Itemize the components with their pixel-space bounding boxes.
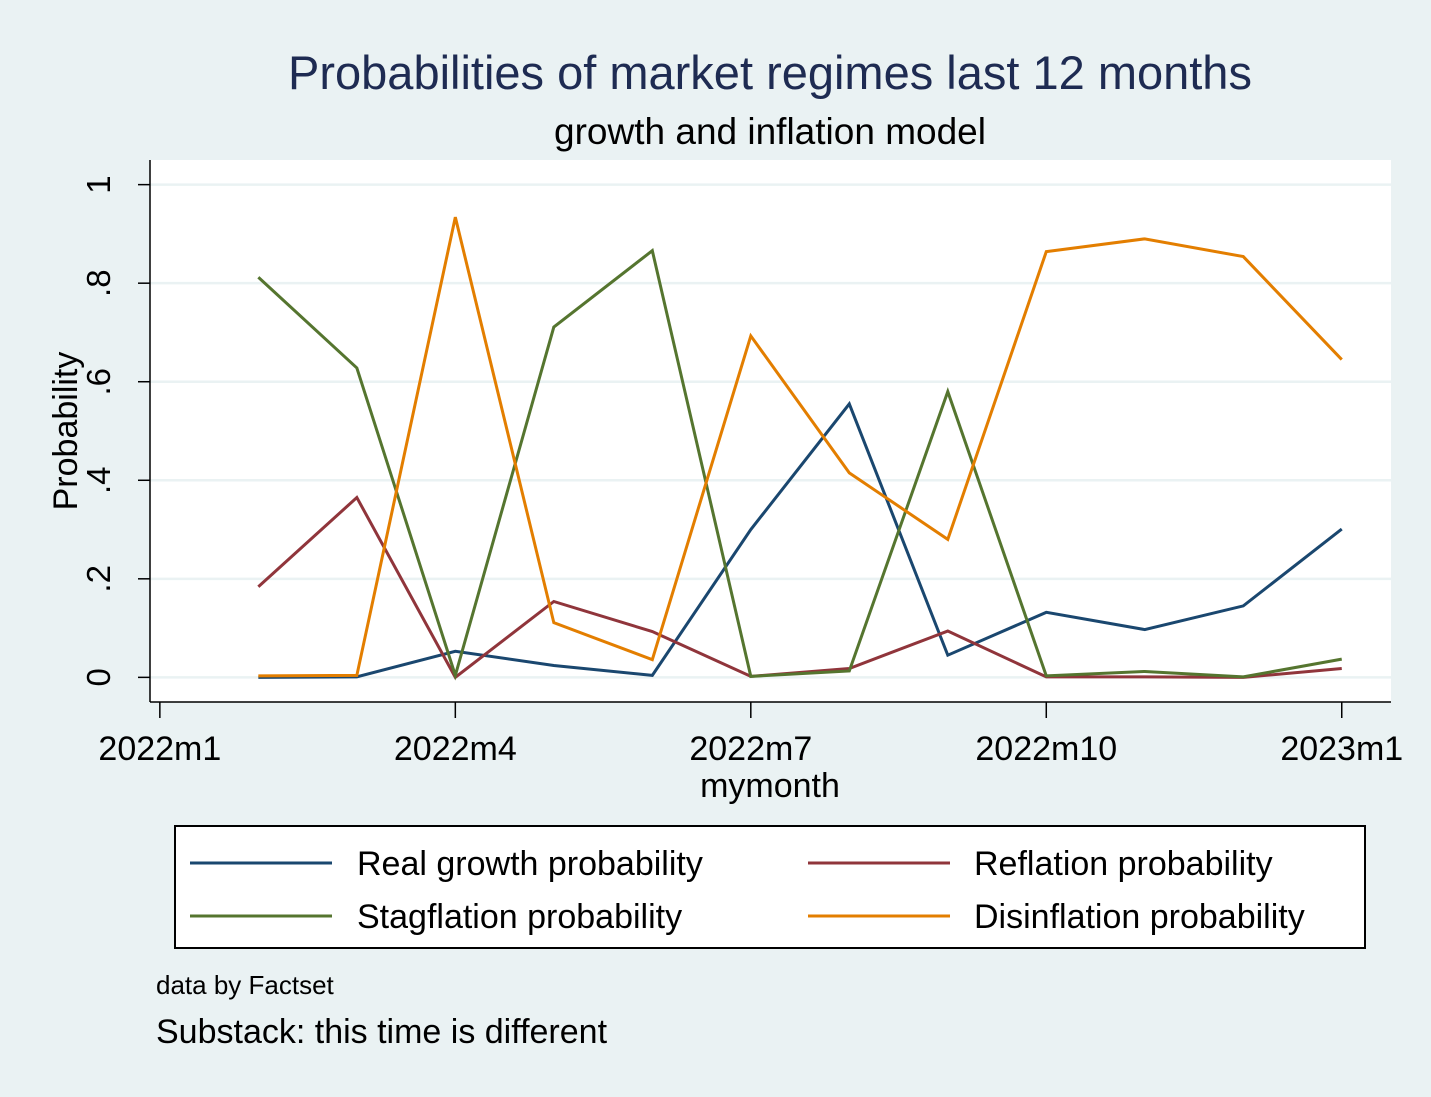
legend-label-1: Reflation probability xyxy=(974,845,1273,883)
y-tick-label: .6 xyxy=(80,368,117,396)
x-tick-label: 2023m1 xyxy=(1280,730,1403,768)
x-axis-title: mymonth xyxy=(700,767,840,805)
x-axis-ticks: 2022m1 2022m4 2022m7 2022m10 2023m1 xyxy=(98,702,1403,768)
y-tick-label: .8 xyxy=(80,269,117,297)
plot-area xyxy=(150,160,1391,702)
legend-label-0: Real growth probability xyxy=(357,845,703,883)
series-lines xyxy=(257,216,1343,681)
y-tick-label: 1 xyxy=(80,175,117,193)
chart-subtitle: growth and inflation model xyxy=(554,111,986,152)
series-line-2 xyxy=(257,248,1343,681)
credit-note: Substack: this time is different xyxy=(156,1013,608,1051)
legend-label-3: Disinflation probability xyxy=(974,898,1305,936)
y-tick-label: .2 xyxy=(80,565,117,593)
x-tick-label: 2022m10 xyxy=(975,730,1117,768)
titles: Probabilities of market regimes last 12 … xyxy=(288,46,1252,152)
source-note: data by Factset xyxy=(156,970,335,1000)
legend-box xyxy=(174,825,1366,949)
legend-label-2: Stagflation probability xyxy=(357,898,682,936)
y-axis-title: Probability xyxy=(47,352,85,511)
y-tick-label: .4 xyxy=(80,467,117,495)
series-line-0 xyxy=(258,400,1343,679)
chart-title: Probabilities of market regimes last 12 … xyxy=(288,46,1252,99)
legend: Real growth probability Reflation probabi… xyxy=(174,825,1366,949)
x-tick-label: 2022m7 xyxy=(689,730,812,768)
x-tick-label: 2022m4 xyxy=(394,730,517,768)
x-tick-label: 2022m1 xyxy=(98,730,221,768)
y-tick-label: 0 xyxy=(80,668,117,686)
y-axis-ticks: 0 .2 .4 .6 .8 1 xyxy=(80,175,150,687)
series-line-3 xyxy=(258,216,1343,678)
